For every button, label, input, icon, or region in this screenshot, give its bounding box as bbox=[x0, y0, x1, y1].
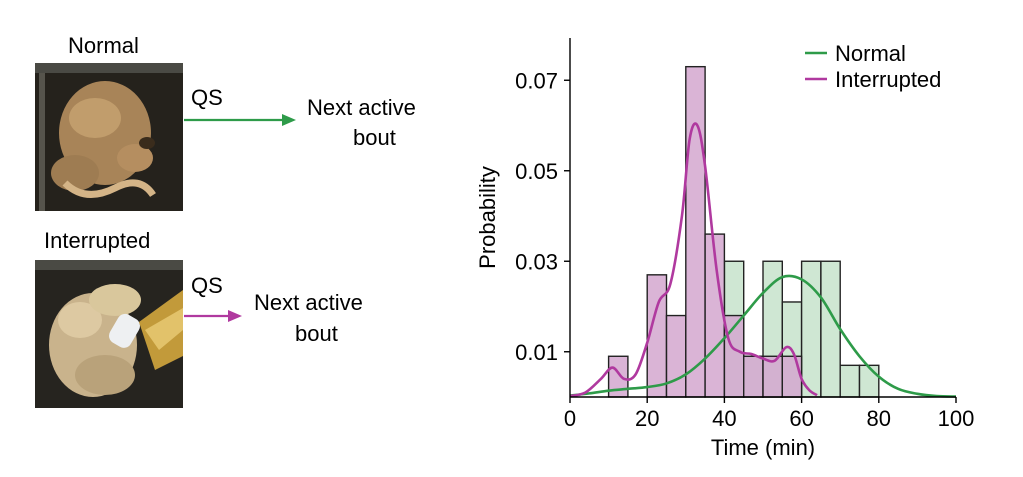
interrupted-kde-line bbox=[569, 122, 818, 398]
normal-qs-label: QS bbox=[191, 85, 223, 110]
interrupted-bar-3 bbox=[685, 65, 706, 398]
y-axis-label: Probability bbox=[475, 166, 500, 269]
normal-kde-line bbox=[569, 274, 957, 398]
interrupted-bar-8 bbox=[781, 355, 803, 398]
normal-target-line1: Next active bbox=[307, 95, 416, 120]
interrupted-bar-6 bbox=[743, 355, 764, 398]
y-tick-label-2: 0.05 bbox=[515, 159, 558, 184]
normal-arrow bbox=[184, 114, 296, 126]
x-axis-label: Time (min) bbox=[711, 435, 815, 460]
interrupted-title: Interrupted bbox=[44, 228, 151, 253]
axes-group: 0.01 0.03 0.05 0.07 0 20 40 60 80 100 Time (min) Pr… bbox=[475, 38, 974, 460]
interrupted-bar-2 bbox=[665, 314, 687, 398]
interrupted-bars-group bbox=[607, 65, 803, 398]
x-tick-label-3: 60 bbox=[789, 406, 813, 431]
interrupted-qs-label: QS bbox=[191, 273, 223, 298]
normal-bar-6 bbox=[839, 364, 861, 398]
x-tick-label-5: 100 bbox=[938, 406, 975, 431]
normal-title: Normal bbox=[68, 33, 139, 58]
normal-target-line2: bout bbox=[353, 125, 396, 150]
x-tick-label-0: 0 bbox=[564, 406, 576, 431]
kde-curves-group bbox=[569, 122, 957, 398]
normal-octopus-photo bbox=[35, 63, 183, 211]
interrupted-octopus-photo bbox=[35, 260, 183, 408]
legend-label-normal: Normal bbox=[835, 41, 906, 66]
x-tick-label-2: 40 bbox=[712, 406, 736, 431]
interrupted-target-line2: bout bbox=[295, 321, 338, 346]
interrupted-target-line1: Next active bbox=[254, 290, 363, 315]
x-tick-label-1: 20 bbox=[635, 406, 659, 431]
interrupted-arrow bbox=[184, 310, 242, 322]
normal-bar-7 bbox=[858, 364, 880, 398]
y-tick-label-3: 0.07 bbox=[515, 68, 558, 93]
y-tick-label-1: 0.03 bbox=[515, 249, 558, 274]
x-tick-label-4: 80 bbox=[867, 406, 891, 431]
legend-label-interrupted: Interrupted bbox=[835, 67, 941, 92]
probability-histogram-chart: 0.01 0.03 0.05 0.07 0 20 40 60 80 100 Time (min) Pr… bbox=[475, 38, 974, 460]
y-tick-label-0: 0.01 bbox=[515, 340, 558, 365]
normal-bar-5 bbox=[820, 260, 841, 398]
